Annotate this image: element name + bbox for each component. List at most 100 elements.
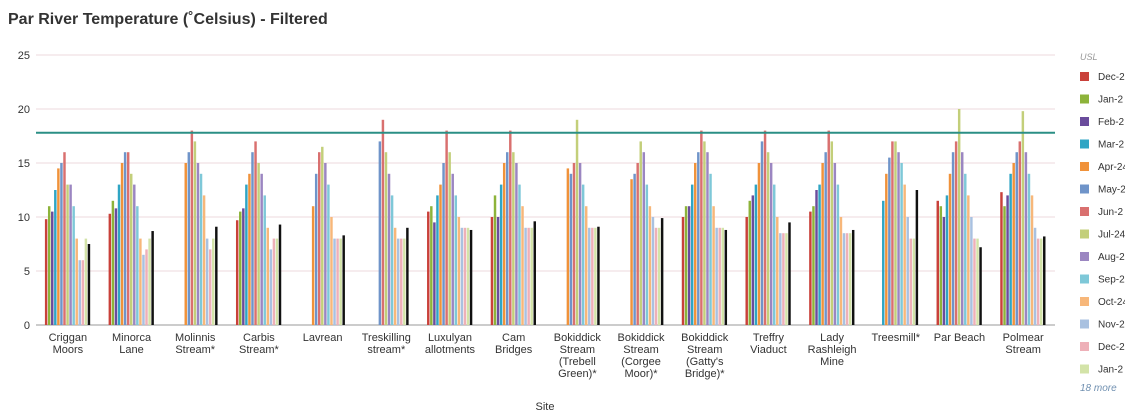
bar <box>827 130 830 325</box>
bar <box>235 220 239 325</box>
legend-swatch <box>1080 297 1089 306</box>
bar <box>202 195 206 325</box>
bar <box>654 227 658 325</box>
bar <box>496 217 500 325</box>
bar <box>897 152 900 325</box>
bar <box>436 195 439 325</box>
bar <box>970 217 973 325</box>
bar <box>697 152 700 325</box>
bar <box>527 227 530 325</box>
bar <box>839 217 843 325</box>
bar <box>330 217 333 325</box>
legend-label: Jul-24 <box>1098 230 1125 241</box>
bar <box>148 238 151 325</box>
bar <box>772 184 776 325</box>
bar <box>785 233 788 325</box>
bar <box>782 233 785 325</box>
x-tick-label: Lady Rashleigh Mine <box>808 332 857 368</box>
bar <box>111 200 115 325</box>
bar <box>278 224 282 325</box>
bar <box>575 119 579 325</box>
bar <box>642 152 646 325</box>
bar <box>584 206 588 325</box>
bar <box>406 227 409 325</box>
bar <box>1036 238 1040 325</box>
bar <box>597 226 600 325</box>
bar <box>75 238 78 325</box>
bar <box>439 184 442 325</box>
bar <box>709 173 712 325</box>
legend-swatch <box>1080 319 1089 329</box>
bar <box>681 217 685 325</box>
bar <box>212 238 215 325</box>
bar <box>193 141 197 325</box>
bar <box>533 221 536 325</box>
bar <box>393 227 397 325</box>
bar <box>979 247 982 325</box>
legend-swatch <box>1080 342 1089 351</box>
x-tick-label: Par Beach <box>934 332 985 344</box>
bar <box>1033 227 1037 325</box>
bar <box>721 227 724 325</box>
bar <box>891 141 894 325</box>
bar <box>387 173 391 325</box>
bar <box>324 163 327 325</box>
legend-label: May-2 <box>1098 185 1125 196</box>
legend-swatch <box>1080 274 1089 284</box>
bar <box>1003 206 1006 325</box>
legend-swatch <box>1080 139 1089 149</box>
bar <box>451 173 454 325</box>
bar <box>381 119 385 325</box>
bar <box>378 141 382 325</box>
bar <box>945 195 949 325</box>
bar <box>900 163 903 325</box>
x-tick-label: Luxulyan allotments <box>425 332 476 356</box>
legend-label: Apr-24 <box>1098 162 1125 173</box>
bar <box>260 173 263 325</box>
legend-label: Sep-2 <box>1098 275 1125 286</box>
bar <box>445 130 448 325</box>
bar <box>499 184 503 325</box>
bar <box>821 163 824 325</box>
bar <box>490 217 494 325</box>
bar <box>512 152 515 325</box>
bar <box>964 173 967 325</box>
bar <box>694 163 697 325</box>
legend-label: Aug-2 <box>1098 252 1125 263</box>
bar <box>809 211 812 325</box>
bar <box>339 238 342 325</box>
bar <box>524 227 527 325</box>
bar <box>51 211 54 325</box>
bar <box>78 260 82 325</box>
bar <box>1006 195 1009 325</box>
bar <box>660 218 664 325</box>
bar <box>942 217 946 325</box>
legend-label: Oct-24 <box>1098 297 1125 308</box>
legend-swatch <box>1080 229 1089 239</box>
legend-swatch <box>1080 207 1089 216</box>
bar <box>199 173 203 325</box>
legend-swatch <box>1080 94 1089 104</box>
bar <box>184 163 187 325</box>
bar <box>1009 173 1012 325</box>
bar <box>72 206 75 325</box>
bar <box>903 184 906 325</box>
legend-swatch <box>1080 184 1089 194</box>
bar <box>648 206 652 325</box>
bar <box>915 190 919 325</box>
x-tick-label: Lavrean <box>303 332 343 344</box>
legend-label: Dec-2 <box>1098 342 1125 353</box>
bar <box>894 141 897 325</box>
bar <box>888 157 891 325</box>
bar <box>657 227 661 325</box>
bar <box>1021 111 1025 325</box>
legend-label: Nov-2 <box>1098 320 1125 331</box>
bar <box>66 184 69 325</box>
bar <box>469 229 473 325</box>
bar <box>81 260 85 325</box>
bar <box>120 163 124 325</box>
bar <box>1018 141 1022 325</box>
bar <box>254 141 257 325</box>
bar <box>384 152 388 325</box>
